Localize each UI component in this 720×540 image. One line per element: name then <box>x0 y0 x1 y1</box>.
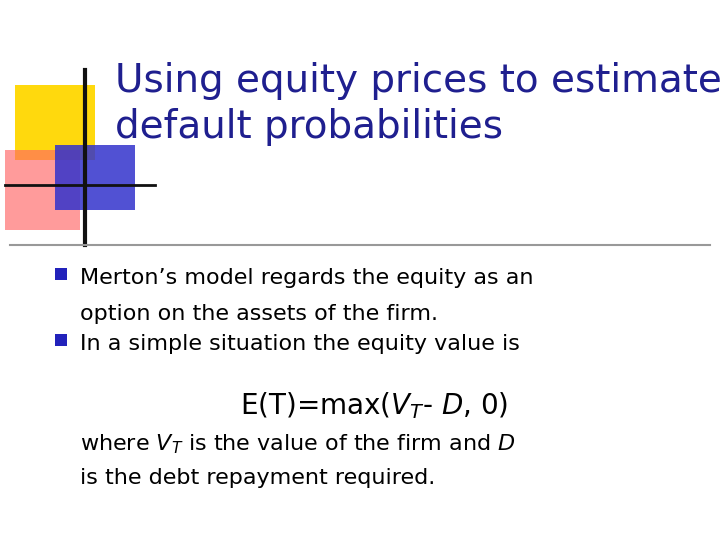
Bar <box>55 334 67 346</box>
Text: In a simple situation the equity value is: In a simple situation the equity value i… <box>80 334 520 354</box>
Text: Merton’s model regards the equity as an: Merton’s model regards the equity as an <box>80 268 534 288</box>
Text: where $V_T$ is the value of the firm and $D$: where $V_T$ is the value of the firm and… <box>80 432 516 456</box>
Text: option on the assets of the firm.: option on the assets of the firm. <box>80 304 438 324</box>
Bar <box>5 150 80 230</box>
Text: E(T)=max($V_T$- $D$, 0): E(T)=max($V_T$- $D$, 0) <box>240 390 508 421</box>
Text: Using equity prices to estimate: Using equity prices to estimate <box>115 62 720 100</box>
Bar <box>15 85 95 160</box>
Bar <box>55 145 135 210</box>
Text: is the debt repayment required.: is the debt repayment required. <box>80 468 436 488</box>
Bar <box>55 268 67 280</box>
Text: default probabilities: default probabilities <box>115 108 503 146</box>
